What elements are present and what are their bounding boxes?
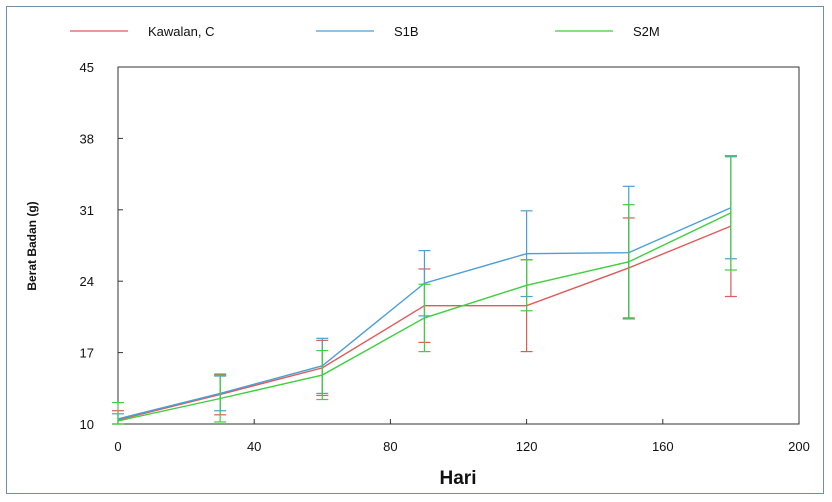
x-tick-label: 80 xyxy=(383,439,397,454)
x-tick-label: 160 xyxy=(652,439,674,454)
x-tick-label: 40 xyxy=(247,439,261,454)
y-tick-label: 45 xyxy=(80,60,94,75)
plot-area xyxy=(117,66,800,425)
x-axis-title: Hari xyxy=(440,468,477,489)
line-chart: Kawalan, C S1B S2M 10 17 24 31 38 45 0 40 80 120 16… xyxy=(25,24,810,489)
y-axis-title: Berat Badan (g) xyxy=(25,201,39,290)
y-tick-label: 10 xyxy=(80,417,94,432)
legend: Kawalan, C S1B S2M xyxy=(70,24,660,39)
x-tick-label: 0 xyxy=(114,439,121,454)
legend-label: S1B xyxy=(394,24,419,39)
series-2 xyxy=(112,155,737,425)
y-tick-label: 31 xyxy=(80,203,94,218)
chart-frame: Kawalan, C S1B S2M 10 17 24 31 38 45 0 40 80 120 16… xyxy=(6,6,824,494)
x-tick-label: 120 xyxy=(516,439,538,454)
y-axis: 10 17 24 31 38 45 xyxy=(80,60,123,432)
x-tick-label: 200 xyxy=(788,439,810,454)
legend-item: S1B xyxy=(316,24,419,39)
legend-item: Kawalan, C xyxy=(70,24,214,39)
legend-label: S2M xyxy=(633,24,660,39)
series-line xyxy=(117,212,732,422)
series-layer xyxy=(112,155,737,425)
y-tick-label: 17 xyxy=(80,346,94,361)
legend-item: S2M xyxy=(555,24,660,39)
x-axis: 0 40 80 120 160 200 xyxy=(114,419,810,454)
y-tick-label: 38 xyxy=(80,131,94,146)
y-tick-label: 24 xyxy=(80,274,94,289)
legend-label: Kawalan, C xyxy=(148,24,214,39)
